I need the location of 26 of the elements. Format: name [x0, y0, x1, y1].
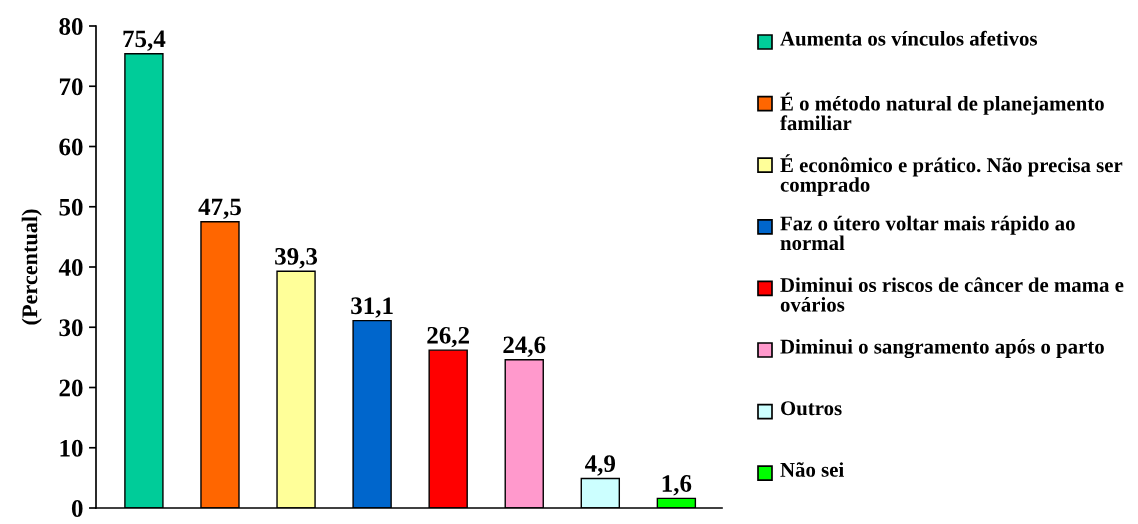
y-tick-label: 50 [59, 198, 83, 216]
y-tick-label: 40 [58, 259, 83, 276]
data-label: 75,4 [123, 30, 166, 51]
y-tick-label: 0 [71, 500, 83, 517]
y-axis-title: (Percentual) [21, 209, 42, 325]
y-tick-label: 10 [60, 439, 83, 457]
legend-label: Não sei [780, 462, 844, 477]
data-label: 47,5 [198, 198, 241, 219]
data-label: 1,6 [662, 475, 692, 496]
y-tick-label: 70 [59, 78, 83, 96]
data-label: 26,2 [427, 326, 469, 348]
legend-label: Diminui o sangramento após o parto [780, 339, 1104, 359]
data-label: 24,6 [503, 336, 546, 357]
data-label: 31,1 [351, 297, 393, 318]
data-label: 4,9 [585, 455, 616, 476]
legend-label: Faz o útero voltar mais rápido ao normal [780, 215, 1075, 251]
y-tick-label: 60 [59, 138, 83, 156]
legend-label: Outros [781, 401, 842, 416]
legend-label: É econômico e prático. Não precisa ser comprado [780, 154, 1123, 197]
y-tick-label: 30 [59, 319, 83, 337]
legend-label: É o método natural de planejamento familiar [780, 92, 1104, 131]
y-tick-label: 80 [59, 18, 83, 35]
y-tick-label: 20 [59, 379, 83, 397]
legend-label: Aumenta os vínculos afetivos [780, 30, 1038, 46]
data-label: 39,3 [275, 247, 318, 269]
legend-label: Diminui os riscos de câncer de mama e ovários [780, 277, 1124, 312]
